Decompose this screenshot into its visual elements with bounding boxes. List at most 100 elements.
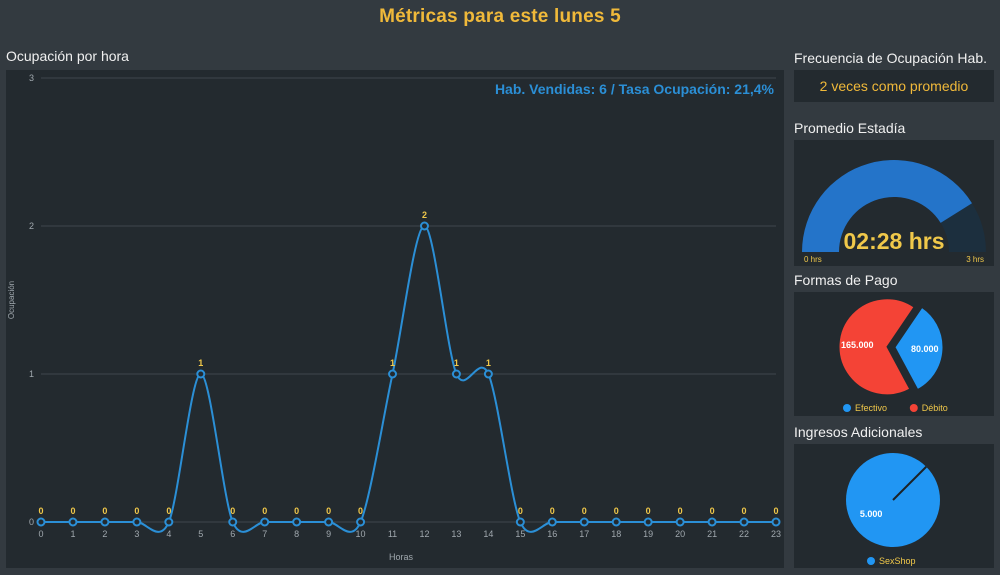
pie-slice-efectivo[interactable] bbox=[894, 306, 944, 391]
data-label: 0 bbox=[134, 506, 139, 516]
data-label: 1 bbox=[454, 358, 459, 368]
y-tick-label: 1 bbox=[29, 369, 34, 379]
x-tick-label: 21 bbox=[707, 529, 717, 539]
data-point[interactable] bbox=[196, 369, 206, 379]
data-label: 0 bbox=[166, 506, 171, 516]
x-tick-label: 13 bbox=[451, 529, 461, 539]
data-label: 0 bbox=[518, 506, 523, 516]
data-label: 0 bbox=[38, 506, 43, 516]
stay-panel: 02:28 hrs 0 hrs 3 hrs bbox=[794, 140, 994, 266]
data-point[interactable] bbox=[771, 517, 781, 527]
data-label: 0 bbox=[742, 506, 747, 516]
payments-panel: 80.000 165.000 Efectivo Débito bbox=[794, 292, 994, 416]
data-point[interactable] bbox=[739, 517, 749, 527]
data-point[interactable] bbox=[611, 517, 621, 527]
data-point[interactable] bbox=[419, 221, 429, 231]
x-tick-label: 1 bbox=[70, 529, 75, 539]
x-tick-label: 23 bbox=[771, 529, 781, 539]
data-point[interactable] bbox=[132, 517, 142, 527]
data-label: 0 bbox=[550, 506, 555, 516]
data-label: 0 bbox=[326, 506, 331, 516]
pie-slice-débito[interactable] bbox=[838, 298, 915, 396]
x-tick-label: 12 bbox=[419, 529, 429, 539]
payments-pie-chart: 80.000 165.000 Efectivo Débito bbox=[838, 298, 948, 413]
y-tick-label: 3 bbox=[29, 73, 34, 83]
data-point[interactable] bbox=[388, 369, 398, 379]
x-tick-label: 17 bbox=[579, 529, 589, 539]
data-label: 1 bbox=[390, 358, 395, 368]
legend-entry-débito[interactable]: Débito bbox=[922, 403, 948, 413]
x-tick-label: 7 bbox=[262, 529, 267, 539]
data-point[interactable] bbox=[68, 517, 78, 527]
extra-income-pie-chart: 5.000 SexShop bbox=[846, 453, 940, 566]
data-point[interactable] bbox=[228, 517, 238, 527]
x-tick-label: 4 bbox=[166, 529, 171, 539]
x-tick-label: 20 bbox=[675, 529, 685, 539]
data-label: 0 bbox=[262, 506, 267, 516]
data-label: 0 bbox=[678, 506, 683, 516]
data-label: 2 bbox=[422, 210, 427, 220]
stay-gauge: 02:28 hrs 0 hrs 3 hrs bbox=[802, 159, 986, 264]
extra-income-section-title: Ingresos Adicionales bbox=[794, 424, 923, 440]
frequency-value: 2 veces como promedio bbox=[819, 78, 969, 94]
x-tick-label: 0 bbox=[38, 529, 43, 539]
data-label: 1 bbox=[486, 358, 491, 368]
data-label: 0 bbox=[230, 506, 235, 516]
pie-slice-edge bbox=[892, 466, 927, 501]
occupancy-series-line bbox=[41, 224, 776, 533]
data-point[interactable] bbox=[324, 517, 334, 527]
data-point[interactable] bbox=[643, 517, 653, 527]
x-tick-label: 19 bbox=[643, 529, 653, 539]
x-tick-label: 8 bbox=[294, 529, 299, 539]
legend-entry-sexshop[interactable]: SexShop bbox=[879, 556, 916, 566]
data-label: 0 bbox=[358, 506, 363, 516]
gauge-fill bbox=[802, 159, 972, 252]
data-label: 0 bbox=[773, 506, 778, 516]
gauge-max-label: 3 hrs bbox=[966, 255, 984, 264]
x-tick-label: 18 bbox=[611, 529, 621, 539]
data-point[interactable] bbox=[483, 369, 493, 379]
data-point[interactable] bbox=[100, 517, 110, 527]
data-point[interactable] bbox=[451, 369, 461, 379]
data-point[interactable] bbox=[707, 517, 717, 527]
occupancy-summary: Hab. Vendidas: 6 / Tasa Ocupación: 21,4% bbox=[495, 81, 775, 97]
x-tick-label: 22 bbox=[739, 529, 749, 539]
x-tick-label: 9 bbox=[326, 529, 331, 539]
pie-slice-label: 80.000 bbox=[911, 344, 939, 354]
pie-slice-label: 165.000 bbox=[841, 340, 874, 350]
data-label: 0 bbox=[582, 506, 587, 516]
data-label: 0 bbox=[614, 506, 619, 516]
stay-value: 02:28 hrs bbox=[843, 228, 944, 254]
data-point[interactable] bbox=[515, 517, 525, 527]
y-tick-label: 0 bbox=[29, 517, 34, 527]
x-tick-label: 10 bbox=[356, 529, 366, 539]
x-tick-label: 16 bbox=[547, 529, 557, 539]
x-tick-label: 11 bbox=[388, 529, 397, 539]
x-axis-label: Horas bbox=[389, 552, 414, 562]
data-point[interactable] bbox=[675, 517, 685, 527]
data-label: 0 bbox=[70, 506, 75, 516]
x-tick-label: 14 bbox=[483, 529, 493, 539]
data-label: 0 bbox=[102, 506, 107, 516]
x-tick-label: 2 bbox=[102, 529, 107, 539]
data-point[interactable] bbox=[36, 517, 46, 527]
y-axis-label: Ocupación bbox=[7, 281, 16, 319]
legend-entry-efectivo[interactable]: Efectivo bbox=[855, 403, 887, 413]
x-tick-label: 3 bbox=[134, 529, 139, 539]
data-point[interactable] bbox=[356, 517, 366, 527]
data-point[interactable] bbox=[292, 517, 302, 527]
data-point[interactable] bbox=[547, 517, 557, 527]
payments-section-title: Formas de Pago bbox=[794, 272, 898, 288]
data-point[interactable] bbox=[164, 517, 174, 527]
data-point[interactable] bbox=[579, 517, 589, 527]
occupancy-section-title: Ocupación por hora bbox=[6, 48, 129, 64]
frequency-section-title: Frecuencia de Ocupación Hab. bbox=[794, 50, 987, 66]
x-tick-label: 6 bbox=[230, 529, 235, 539]
legend-swatch bbox=[867, 557, 875, 565]
data-point[interactable] bbox=[260, 517, 270, 527]
data-label: 0 bbox=[294, 506, 299, 516]
data-label: 1 bbox=[198, 358, 203, 368]
gauge-min-label: 0 hrs bbox=[804, 255, 822, 264]
